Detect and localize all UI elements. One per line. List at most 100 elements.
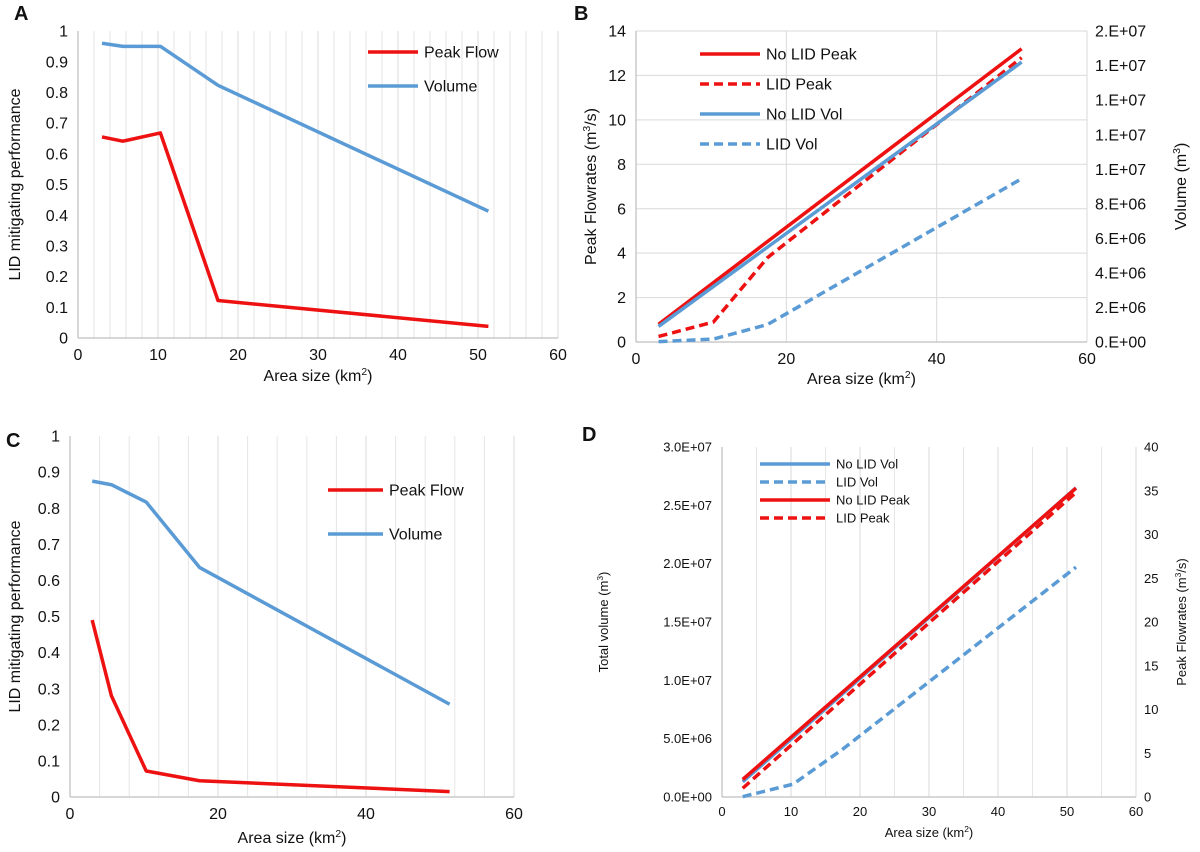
y-tick-label: 0 bbox=[617, 335, 626, 352]
y-tick-label: 1.5E+07 bbox=[663, 615, 712, 630]
legend-label: Volume bbox=[389, 527, 442, 544]
y-tick-label: 2.0E+07 bbox=[663, 556, 712, 571]
y-tick-label: 0.7 bbox=[38, 537, 60, 554]
x-tick-label: 0 bbox=[718, 804, 725, 819]
y-tick-label: 1.0E+07 bbox=[663, 673, 712, 688]
x-tick-label: 50 bbox=[1060, 804, 1074, 819]
x-axis-title: Area size (km2) bbox=[238, 829, 347, 847]
y-tick-label: 0.1 bbox=[38, 754, 60, 771]
series-line-peak-flow bbox=[90, 619, 450, 794]
legend-label: LID Peak bbox=[766, 77, 833, 94]
legend-label: LID Vol bbox=[766, 137, 818, 154]
x-tick-label: 0 bbox=[66, 806, 75, 823]
x-tick-label: 20 bbox=[209, 806, 227, 823]
y-axis-title: LID mitigating performance bbox=[7, 88, 24, 280]
x-tick-label: 40 bbox=[357, 806, 375, 823]
plot-area-A bbox=[77, 31, 559, 339]
y2-tick-label: 1.E+07 bbox=[1095, 162, 1146, 179]
y2-axis-title: Peak Flowrates (m3/s) bbox=[1173, 558, 1189, 686]
x-tick-label: 60 bbox=[549, 347, 567, 364]
y-axis-title: Peak Flowrates (m3/s) bbox=[582, 108, 600, 265]
y-tick-label: 0.9 bbox=[38, 465, 60, 482]
y2-tick-label: 20 bbox=[1144, 615, 1158, 630]
y2-tick-label: 0 bbox=[1144, 790, 1151, 805]
y-tick-label: 1 bbox=[59, 24, 68, 41]
y-tick-label: 0.3 bbox=[46, 239, 68, 256]
series-line-no-lid-peak bbox=[741, 486, 1078, 781]
y-tick-label: 2 bbox=[617, 290, 626, 307]
x-tick-label: 40 bbox=[389, 347, 407, 364]
x-tick-label: 20 bbox=[229, 347, 247, 364]
y2-tick-label: 10 bbox=[1144, 702, 1158, 717]
series-line-no-lid-peak bbox=[657, 47, 1023, 326]
legend-label: LID Vol bbox=[836, 475, 878, 490]
y-tick-label: 3.0E+07 bbox=[663, 440, 712, 455]
x-tick-label: 40 bbox=[991, 804, 1005, 819]
y-tick-label: 0.6 bbox=[38, 573, 60, 590]
legend-label: LID Peak bbox=[836, 511, 890, 526]
x-tick-label: 0 bbox=[632, 351, 641, 368]
y-tick-label: 0.4 bbox=[46, 208, 68, 225]
legend-label: No LID Peak bbox=[836, 493, 910, 508]
series-line-lid-peak bbox=[741, 491, 1078, 790]
y-tick-label: 1 bbox=[51, 429, 60, 446]
y-tick-label: 0.2 bbox=[46, 269, 68, 286]
series-line-peak-flow bbox=[101, 131, 489, 329]
y-tick-label: 6 bbox=[617, 201, 626, 218]
y-tick-label: 2.5E+07 bbox=[663, 498, 712, 513]
legend-label: No LID Vol bbox=[836, 457, 898, 472]
y-tick-label: 0.3 bbox=[38, 681, 60, 698]
y-tick-label: 0 bbox=[59, 331, 68, 348]
x-axis-title: Area size (km2) bbox=[807, 370, 916, 388]
plot-area-B bbox=[635, 30, 1088, 344]
y2-tick-label: 4.E+06 bbox=[1095, 265, 1146, 282]
y2-tick-label: 40 bbox=[1144, 440, 1158, 455]
y2-tick-label: 6.E+06 bbox=[1095, 231, 1146, 248]
y-tick-label: 12 bbox=[608, 68, 626, 85]
legend-label: Peak Flow bbox=[424, 45, 499, 62]
y2-tick-label: 2.E+07 bbox=[1095, 24, 1146, 41]
x-tick-label: 40 bbox=[928, 351, 946, 368]
series-line-lid-vol bbox=[658, 177, 1023, 344]
panel-label-B: B bbox=[574, 3, 588, 25]
y-tick-label: 0.8 bbox=[46, 85, 68, 102]
x-tick-label: 20 bbox=[853, 804, 867, 819]
y2-tick-label: 1.E+07 bbox=[1095, 58, 1146, 75]
y-tick-label: 0.6 bbox=[46, 146, 68, 163]
y2-tick-label: 15 bbox=[1144, 658, 1158, 673]
y-tick-label: 0.0E+00 bbox=[663, 790, 712, 805]
x-tick-label: 30 bbox=[922, 804, 936, 819]
y-tick-label: 14 bbox=[608, 24, 626, 41]
plot-area-D bbox=[721, 447, 1137, 799]
x-tick-label: 60 bbox=[505, 806, 523, 823]
y-tick-label: 0.7 bbox=[46, 116, 68, 133]
y2-tick-label: 8.E+06 bbox=[1095, 196, 1146, 213]
y2-tick-label: 0.E+00 bbox=[1095, 335, 1146, 352]
panel-label-C: C bbox=[6, 430, 20, 452]
legend-label: Peak Flow bbox=[389, 483, 464, 500]
y-tick-label: 5.0E+06 bbox=[663, 731, 712, 746]
y-tick-label: 0 bbox=[51, 790, 60, 807]
x-tick-label: 10 bbox=[149, 347, 167, 364]
series-line-lid-vol bbox=[742, 565, 1078, 799]
panel-label-A: A bbox=[14, 3, 28, 25]
y-tick-label: 0.2 bbox=[38, 717, 60, 734]
series-line-lid-peak bbox=[658, 56, 1023, 339]
y-tick-label: 4 bbox=[617, 246, 626, 263]
x-axis-title: Area size (km2) bbox=[264, 367, 373, 385]
legend-label: Volume bbox=[424, 79, 477, 96]
x-tick-label: 30 bbox=[309, 347, 327, 364]
y-axis-title: LID mitigating performance bbox=[7, 520, 24, 712]
y2-axis-title: Volume (m3) bbox=[1172, 143, 1190, 231]
y2-tick-label: 2.E+06 bbox=[1095, 300, 1146, 317]
x-tick-label: 0 bbox=[74, 347, 83, 364]
y-axis-title: Total volume (m3) bbox=[595, 572, 611, 673]
panel-label-D: D bbox=[582, 424, 596, 446]
x-axis-title: Area size (km2) bbox=[885, 824, 974, 840]
y-tick-label: 0.4 bbox=[38, 645, 60, 662]
x-tick-label: 60 bbox=[1129, 804, 1143, 819]
y-tick-label: 0.5 bbox=[46, 177, 68, 194]
series-line-no-lid-vol bbox=[657, 60, 1023, 328]
y-tick-label: 0.8 bbox=[38, 501, 60, 518]
